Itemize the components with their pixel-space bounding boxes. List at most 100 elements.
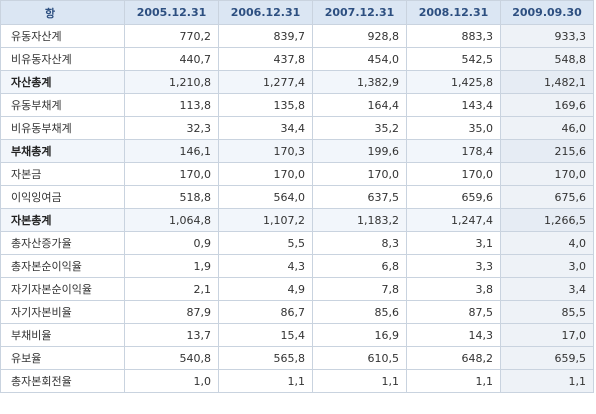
- table-body: 유동자산계 770,2 839,7 928,8 883,3 933,3 비유동자산계 440,…: [0, 24, 594, 393]
- value-cell: 3,3: [406, 254, 501, 278]
- table-row: 총자산증가율 0,9 5,5 8,3 3,1 4,0: [0, 231, 594, 255]
- row-label: 총자산증가율: [0, 231, 125, 255]
- table-row: 유동자산계 770,2 839,7 928,8 883,3 933,3: [0, 24, 594, 48]
- row-label: 비유동자산계: [0, 47, 125, 71]
- value-cell: 169,6: [500, 93, 594, 117]
- table-row: 비유동부채계 32,3 34,4 35,2 35,0 46,0: [0, 116, 594, 140]
- value-cell: 928,8: [312, 24, 407, 48]
- value-cell: 143,4: [406, 93, 501, 117]
- value-cell: 3,4: [500, 277, 594, 301]
- row-label: 자기자본비율: [0, 300, 125, 324]
- table-row: 유보율 540,8 565,8 610,5 648,2 659,5: [0, 346, 594, 370]
- value-cell: 1,1: [406, 369, 501, 393]
- header-item: 항 목: [0, 0, 125, 25]
- value-cell: 1,1: [218, 369, 313, 393]
- value-cell: 35,2: [312, 116, 407, 140]
- value-cell: 3,8: [406, 277, 501, 301]
- value-cell: 46,0: [500, 116, 594, 140]
- value-cell: 648,2: [406, 346, 501, 370]
- row-label: 유동부채계: [0, 93, 125, 117]
- value-cell: 637,5: [312, 185, 407, 209]
- value-cell: 6,8: [312, 254, 407, 278]
- value-cell: 4,3: [218, 254, 313, 278]
- value-cell: 146,1: [124, 139, 219, 163]
- row-label: 유동자산계: [0, 24, 125, 48]
- value-cell: 542,5: [406, 47, 501, 71]
- financial-summary-table: 항 목 2005.12.31 2006.12.31 2007.12.31 200…: [0, 0, 594, 393]
- value-cell: 1,9: [124, 254, 219, 278]
- table-row: 비유동자산계 440,7 437,8 454,0 542,5 548,8: [0, 47, 594, 71]
- value-cell: 113,8: [124, 93, 219, 117]
- value-cell: 215,6: [500, 139, 594, 163]
- value-cell: 518,8: [124, 185, 219, 209]
- value-cell: 85,6: [312, 300, 407, 324]
- table-row: 부채총계 146,1 170,3 199,6 178,4 215,6: [0, 139, 594, 163]
- row-label: 총자본회전율: [0, 369, 125, 393]
- value-cell: 610,5: [312, 346, 407, 370]
- value-cell: 17,0: [500, 323, 594, 347]
- value-cell: 85,5: [500, 300, 594, 324]
- value-cell: 1,210,8: [124, 70, 219, 94]
- table-row: 자산총계 1,210,8 1,277,4 1,382,9 1,425,8 1,482,1: [0, 70, 594, 94]
- row-label: 비유동부채계: [0, 116, 125, 140]
- value-cell: 87,5: [406, 300, 501, 324]
- row-label: 자기자본순이익율: [0, 277, 125, 301]
- value-cell: 1,1: [312, 369, 407, 393]
- value-cell: 0,9: [124, 231, 219, 255]
- value-cell: 1,425,8: [406, 70, 501, 94]
- value-cell: 659,5: [500, 346, 594, 370]
- table-row: 총자본순이익율 1,9 4,3 6,8 3,3 3,0: [0, 254, 594, 278]
- value-cell: 170,0: [500, 162, 594, 186]
- value-cell: 1,183,2: [312, 208, 407, 232]
- row-label: 부채총계: [0, 139, 125, 163]
- header-2008: 2008.12.31: [406, 0, 501, 25]
- value-cell: 540,8: [124, 346, 219, 370]
- value-cell: 1,0: [124, 369, 219, 393]
- value-cell: 4,0: [500, 231, 594, 255]
- value-cell: 1,482,1: [500, 70, 594, 94]
- value-cell: 170,0: [312, 162, 407, 186]
- row-label: 총자본순이익율: [0, 254, 125, 278]
- value-cell: 440,7: [124, 47, 219, 71]
- row-label: 자산총계: [0, 70, 125, 94]
- value-cell: 15,4: [218, 323, 313, 347]
- table-header: 항 목 2005.12.31 2006.12.31 2007.12.31 200…: [0, 0, 594, 25]
- table-row: 자본총계 1,064,8 1,107,2 1,183,2 1,247,4 1,266,5: [0, 208, 594, 232]
- value-cell: 164,4: [312, 93, 407, 117]
- value-cell: 35,0: [406, 116, 501, 140]
- value-cell: 1,266,5: [500, 208, 594, 232]
- table-row: 부채비율 13,7 15,4 16,9 14,3 17,0: [0, 323, 594, 347]
- table-row: 총자본회전율 1,0 1,1 1,1 1,1 1,1: [0, 369, 594, 393]
- table-row: 자본금 170,0 170,0 170,0 170,0 170,0: [0, 162, 594, 186]
- value-cell: 135,8: [218, 93, 313, 117]
- value-cell: 1,064,8: [124, 208, 219, 232]
- value-cell: 7,8: [312, 277, 407, 301]
- value-cell: 170,3: [218, 139, 313, 163]
- value-cell: 2,1: [124, 277, 219, 301]
- value-cell: 170,0: [218, 162, 313, 186]
- value-cell: 5,5: [218, 231, 313, 255]
- value-cell: 564,0: [218, 185, 313, 209]
- value-cell: 14,3: [406, 323, 501, 347]
- value-cell: 839,7: [218, 24, 313, 48]
- row-label: 부채비율: [0, 323, 125, 347]
- header-2009: 2009.09.30: [500, 0, 594, 25]
- table-row: 유동부채계 113,8 135,8 164,4 143,4 169,6: [0, 93, 594, 117]
- value-cell: 1,382,9: [312, 70, 407, 94]
- table-row: 자기자본비율 87,9 86,7 85,6 87,5 85,5: [0, 300, 594, 324]
- table-row: 이익잉여금 518,8 564,0 637,5 659,6 675,6: [0, 185, 594, 209]
- value-cell: 770,2: [124, 24, 219, 48]
- value-cell: 437,8: [218, 47, 313, 71]
- row-label: 자본총계: [0, 208, 125, 232]
- header-2005: 2005.12.31: [124, 0, 219, 25]
- value-cell: 16,9: [312, 323, 407, 347]
- header-row: 항 목 2005.12.31 2006.12.31 2007.12.31 200…: [0, 0, 594, 25]
- value-cell: 34,4: [218, 116, 313, 140]
- value-cell: 1,277,4: [218, 70, 313, 94]
- row-label: 이익잉여금: [0, 185, 125, 209]
- value-cell: 13,7: [124, 323, 219, 347]
- value-cell: 3,0: [500, 254, 594, 278]
- value-cell: 3,1: [406, 231, 501, 255]
- value-cell: 87,9: [124, 300, 219, 324]
